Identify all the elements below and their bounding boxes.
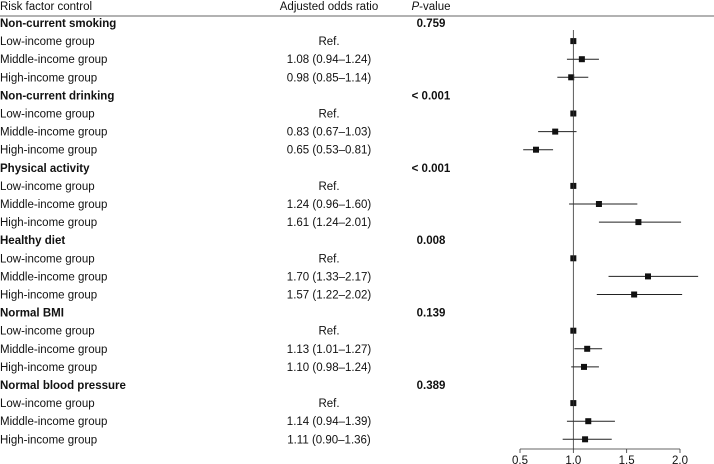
group-pvalue: 0.759 — [417, 18, 446, 30]
group-title: Healthy diet — [0, 235, 65, 247]
header-factor: Risk factor control — [0, 1, 92, 13]
group-title: Normal BMI — [0, 308, 64, 320]
row-odds-ratio: Ref. — [318, 109, 339, 121]
group-pvalue: < 0.001 — [412, 163, 451, 175]
header-pvalue: P-value — [412, 1, 451, 13]
header-or: Adjusted odds ratio — [280, 1, 378, 13]
row-odds-ratio: 1.11 (0.90–1.36) — [287, 434, 371, 446]
point-estimate — [582, 436, 589, 443]
group-title: Normal blood pressure — [0, 380, 126, 392]
x-tick-label: 0.5 — [512, 455, 528, 464]
row-odds-ratio: 0.65 (0.53–0.81) — [287, 145, 372, 157]
header-p-rest: -value — [419, 1, 450, 13]
row-odds-ratio: Ref. — [318, 398, 339, 410]
x-tick-label: 1.0 — [565, 455, 581, 464]
plot-marks — [523, 38, 699, 443]
row-label: High-income group — [0, 434, 97, 446]
row-label: High-income group — [0, 145, 97, 157]
row-odds-ratio: 1.61 (1.24–2.01) — [287, 217, 372, 229]
row-label: High-income group — [0, 217, 97, 229]
row-label: High-income group — [0, 290, 97, 302]
row-label: Low-income group — [0, 36, 95, 48]
group-title: Physical activity — [0, 163, 90, 175]
row-odds-ratio: 1.14 (0.94–1.39) — [287, 416, 372, 428]
row-odds-ratio: Ref. — [318, 253, 339, 265]
row-label: Low-income group — [0, 398, 95, 410]
row-label: Middle-income group — [0, 271, 107, 283]
point-estimate — [533, 146, 539, 153]
x-axis: 0.5 1.0 1.5 2.0 — [512, 30, 688, 464]
row-odds-ratio: 0.83 (0.67–1.03) — [287, 127, 372, 139]
point-estimate — [581, 363, 587, 370]
point-estimate — [631, 291, 638, 298]
row-label: Low-income group — [0, 326, 95, 338]
group-pvalue: 0.139 — [417, 308, 446, 320]
row-label: Middle-income group — [0, 54, 107, 66]
row-label: Low-income group — [0, 109, 95, 121]
row-odds-ratio: Ref. — [318, 181, 339, 193]
group-pvalue: < 0.001 — [412, 90, 451, 102]
row-odds-ratio: 0.98 (0.85–1.14) — [287, 72, 372, 84]
point-estimate — [552, 128, 559, 135]
row-label: Low-income group — [0, 253, 95, 265]
row-label: Middle-income group — [0, 416, 107, 428]
row-label: Middle-income group — [0, 199, 107, 211]
row-odds-ratio: 1.70 (1.33–2.17) — [287, 271, 372, 283]
group-title: Non-current smoking — [0, 18, 116, 30]
row-odds-ratio: Ref. — [318, 36, 339, 48]
point-estimate — [584, 345, 591, 352]
row-odds-ratio: 1.13 (1.01–1.27) — [287, 344, 372, 356]
row-odds-ratio: 1.08 (0.94–1.24) — [287, 54, 372, 66]
row-label: Middle-income group — [0, 344, 107, 356]
table-rows: Non-current smoking 0.759 Low-income group… — [0, 18, 451, 446]
row-odds-ratio: 1.10 (0.98–1.24) — [287, 362, 372, 374]
header-p-italic: P — [412, 1, 420, 13]
row-odds-ratio: Ref. — [318, 326, 339, 338]
group-pvalue: 0.389 — [417, 380, 446, 392]
point-estimate — [578, 56, 585, 63]
point-estimate — [568, 74, 575, 81]
row-odds-ratio: 1.57 (1.22–2.02) — [287, 290, 372, 302]
row-label: High-income group — [0, 362, 97, 374]
point-estimate — [645, 273, 651, 280]
x-tick-label: 2.0 — [672, 455, 688, 464]
row-label: Middle-income group — [0, 127, 107, 139]
row-odds-ratio: 1.24 (0.96–1.60) — [287, 199, 372, 211]
point-estimate — [635, 219, 642, 226]
group-pvalue: 0.008 — [417, 235, 446, 247]
row-label: Low-income group — [0, 181, 95, 193]
row-label: High-income group — [0, 72, 97, 84]
point-estimate — [595, 201, 602, 207]
group-title: Non-current drinking — [0, 90, 114, 102]
x-tick-label: 1.5 — [619, 455, 635, 464]
point-estimate — [585, 418, 592, 425]
